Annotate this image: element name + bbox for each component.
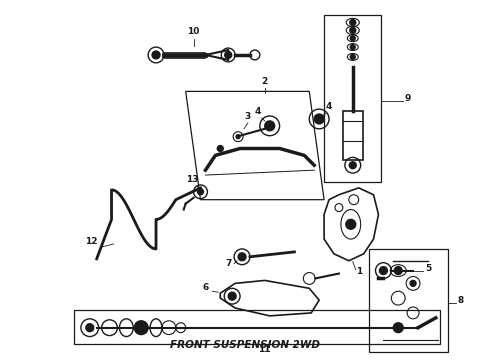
Circle shape (379, 267, 388, 275)
Circle shape (86, 324, 94, 332)
Text: 11: 11 (259, 345, 271, 354)
Circle shape (134, 321, 148, 334)
Text: 10: 10 (187, 27, 200, 36)
Circle shape (394, 267, 402, 275)
Text: FRONT SUSPENSION 2WD: FRONT SUSPENSION 2WD (170, 341, 320, 350)
Circle shape (349, 162, 356, 169)
Text: 3: 3 (245, 112, 251, 121)
Circle shape (225, 51, 232, 58)
Bar (74, 310, 440, 345)
Circle shape (350, 36, 355, 41)
Circle shape (228, 292, 236, 300)
Bar (324, 15, 381, 182)
Text: 1: 1 (356, 266, 362, 275)
Text: 12: 12 (86, 237, 98, 246)
Circle shape (393, 323, 403, 333)
Circle shape (346, 219, 356, 229)
Circle shape (350, 54, 355, 59)
Circle shape (218, 145, 223, 152)
Text: 6: 6 (202, 283, 209, 292)
Circle shape (350, 19, 356, 26)
Text: 4: 4 (326, 102, 332, 111)
Text: 13: 13 (186, 175, 199, 184)
Circle shape (410, 280, 416, 286)
Text: 9: 9 (405, 94, 411, 103)
Circle shape (197, 189, 203, 195)
Circle shape (265, 121, 275, 131)
Text: 2: 2 (262, 77, 268, 86)
Circle shape (236, 135, 240, 139)
Text: 8: 8 (457, 296, 464, 305)
Circle shape (152, 51, 160, 59)
Text: 7: 7 (225, 258, 231, 267)
Circle shape (314, 114, 324, 124)
Circle shape (238, 253, 246, 261)
Text: 4: 4 (255, 107, 261, 116)
Text: 5: 5 (425, 264, 431, 273)
Bar (343, 111, 363, 160)
Circle shape (350, 45, 355, 50)
Bar (368, 249, 448, 352)
Circle shape (350, 27, 356, 33)
